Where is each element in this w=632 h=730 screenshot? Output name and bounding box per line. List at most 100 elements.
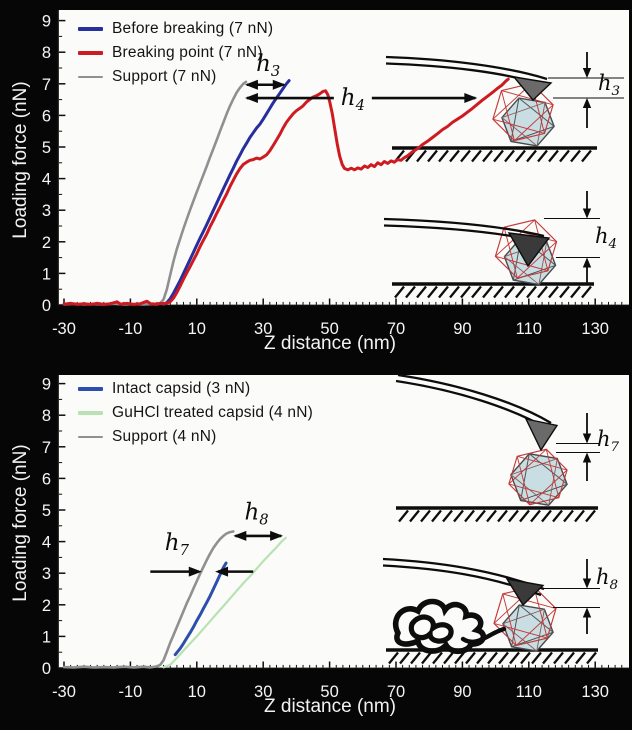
ground-hatch bbox=[471, 285, 482, 299]
inset-tip-on-guhcl-capsid-with-genome: h8 bbox=[382, 557, 618, 665]
ground-hatch bbox=[515, 285, 526, 299]
y-tick-label: 9 bbox=[42, 376, 51, 394]
series-breaking-point-7-nn- bbox=[62, 77, 510, 306]
y-tick-label: 0 bbox=[42, 660, 51, 678]
y-tick-label: 6 bbox=[42, 470, 51, 488]
capsid-wireframe-edge bbox=[508, 483, 559, 499]
ground-hatch bbox=[574, 509, 585, 523]
ground-hatch bbox=[553, 651, 564, 665]
cantilever-beam bbox=[383, 217, 545, 238]
capsid-wireframe-edge bbox=[514, 104, 554, 141]
ground-hatch bbox=[586, 651, 597, 665]
y-tick-label: 4 bbox=[42, 171, 51, 189]
ground-hatch bbox=[493, 149, 504, 163]
capsid-facet-edge bbox=[501, 117, 538, 147]
ground-hatch bbox=[460, 285, 471, 299]
ground-hatch bbox=[530, 509, 541, 523]
ground-hatch bbox=[388, 651, 399, 665]
ground-hatch bbox=[410, 651, 421, 665]
x-tick-label: 110 bbox=[516, 683, 542, 701]
ground-hatch bbox=[559, 285, 570, 299]
cantilever-beam bbox=[397, 373, 552, 424]
ground-hatch bbox=[520, 651, 531, 665]
ejected-genome-blob bbox=[408, 614, 454, 644]
ground-hatch bbox=[427, 285, 438, 299]
capsid-wireframe-edge bbox=[493, 622, 548, 639]
ground-hatch bbox=[581, 285, 592, 299]
afm-tip bbox=[507, 232, 551, 268]
legend-swatch-blue-line bbox=[78, 27, 103, 31]
capsid-wireframe-edge bbox=[502, 593, 517, 646]
capsid-wireframe-edge bbox=[515, 608, 557, 646]
ground-hatch bbox=[509, 651, 520, 665]
dimension-arrowhead bbox=[582, 257, 592, 268]
ground-hatch bbox=[563, 509, 574, 523]
capsid-facet-edge bbox=[536, 102, 546, 146]
x-tick-label: 30 bbox=[254, 683, 272, 701]
ground-hatch bbox=[409, 509, 420, 523]
x-tick-label: 30 bbox=[254, 320, 272, 338]
ground-hatch bbox=[537, 149, 548, 163]
capsid-facet-edge bbox=[538, 241, 548, 285]
y-tick-label: 7 bbox=[42, 76, 51, 94]
legend-swatch-gray-line-2 bbox=[78, 435, 103, 439]
ground-hatch bbox=[570, 149, 581, 163]
capsid-facet-edge bbox=[501, 102, 546, 119]
capsid-facet-edge bbox=[511, 604, 520, 647]
ground-hatch bbox=[442, 509, 453, 523]
series-intact-capsid-3-nn- bbox=[173, 561, 228, 657]
y-tick-label: 4 bbox=[42, 534, 51, 552]
ground-hatch bbox=[515, 149, 526, 163]
x-tick-label: 50 bbox=[320, 320, 338, 338]
ground-hatch bbox=[559, 149, 570, 163]
annotation-arrowhead bbox=[215, 566, 229, 577]
capsid-facet-edge bbox=[510, 125, 555, 142]
annotation-arrowhead bbox=[244, 93, 258, 104]
ground-hatch bbox=[420, 509, 431, 523]
legend-swatch-blue-line-2 bbox=[78, 387, 103, 391]
capsid-wireframe-edge bbox=[492, 118, 545, 134]
y-tick-label: 9 bbox=[42, 13, 51, 31]
ground-hatch bbox=[497, 509, 508, 523]
ground-hatch bbox=[493, 285, 504, 299]
y-tick-label: 5 bbox=[42, 502, 51, 520]
dimension-arrowhead bbox=[582, 607, 592, 618]
cantilever-beam bbox=[385, 55, 548, 81]
dimension-arrowhead bbox=[582, 208, 592, 219]
ground-hatch bbox=[498, 651, 509, 665]
y-tick-label: 8 bbox=[42, 44, 51, 62]
ground-hatch bbox=[508, 509, 519, 523]
ground-hatch bbox=[460, 149, 471, 163]
ground-hatch bbox=[482, 285, 493, 299]
ground-hatch bbox=[438, 149, 449, 163]
capsid-wireframe-edge bbox=[501, 90, 515, 141]
legend-swatch-gray-line bbox=[78, 75, 103, 79]
dimension-arrowhead bbox=[582, 452, 592, 463]
y-axis-title-top: Loading force (nN) bbox=[10, 81, 31, 239]
afm-tip bbox=[512, 76, 553, 102]
y-tick-label: 1 bbox=[42, 628, 51, 646]
inset-tip-indenting-capsid: h4 bbox=[383, 191, 617, 299]
inset-tip-above-broken-capsid: h3 bbox=[385, 52, 624, 163]
ground-hatch bbox=[416, 285, 427, 299]
ground-hatch bbox=[531, 651, 542, 665]
ground-hatch bbox=[475, 509, 486, 523]
ground-hatch bbox=[421, 651, 432, 665]
ground-hatch bbox=[405, 285, 416, 299]
ground-hatch bbox=[537, 285, 548, 299]
ground-hatch bbox=[564, 651, 575, 665]
legend-item-support-top: Support (7 nN) bbox=[78, 65, 273, 89]
ground-hatch bbox=[464, 509, 475, 523]
ground-hatch bbox=[548, 149, 559, 163]
annotation-arrowhead bbox=[188, 566, 202, 577]
ground-hatch bbox=[432, 651, 443, 665]
capsid-wireframe-edge bbox=[529, 469, 568, 506]
afm-tip bbox=[505, 578, 545, 607]
ground-hatch bbox=[585, 509, 596, 523]
x-tick-label: 90 bbox=[453, 683, 471, 701]
series-guhcl-treated-capsid-4-nn- bbox=[162, 536, 287, 669]
y-tick-label: 0 bbox=[42, 297, 51, 315]
annotation-arrowhead bbox=[464, 93, 478, 104]
capsid-wireframe-edge bbox=[517, 455, 568, 471]
